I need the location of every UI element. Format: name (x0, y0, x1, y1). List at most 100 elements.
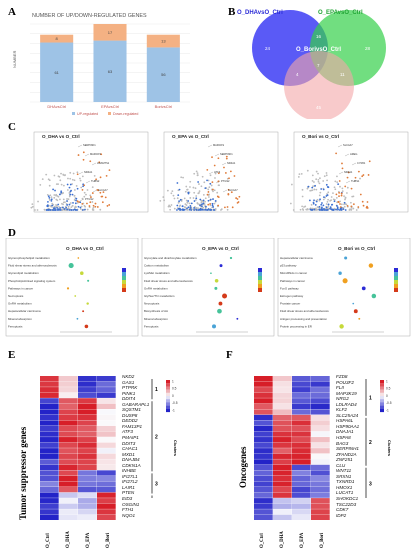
heatmap-cell (59, 398, 78, 404)
enrichment-term: Biosynthesis of AA (144, 309, 168, 313)
colorbar-step (166, 399, 170, 403)
volcano-point (91, 186, 94, 189)
volcano-point (73, 194, 76, 197)
heatmap-cell (254, 487, 273, 493)
enrichment-plot: O_EPA vs O_Ctrl Glyoxylate and dicarboxyl… (141, 238, 275, 337)
volcano-point-up (206, 168, 209, 171)
volcano-point (297, 176, 300, 178)
heatmap-cell (254, 387, 273, 393)
heatmap-cell (273, 398, 292, 404)
heatmap-cell (292, 425, 311, 432)
enrichment-dot (229, 256, 233, 260)
enrichment-term: Gly/Ser/Thr metabolism (144, 294, 175, 298)
volcano-point-down (211, 202, 214, 205)
enrichment-term: Prostate cancer (280, 302, 300, 306)
enrichment-term: Ferroptosis (144, 324, 159, 328)
volcano-point-down (79, 206, 82, 209)
colorbar-step (380, 405, 384, 409)
volcano-point-up (229, 170, 232, 173)
heatmap-cell (292, 448, 311, 454)
enrichment-term: Necroptosis (144, 302, 160, 306)
enrichment-colorbar (258, 268, 262, 272)
volcano-point-down (325, 195, 328, 197)
volcano-point (61, 202, 63, 205)
heatmap-cell (311, 503, 330, 509)
heatmap-cell (311, 403, 330, 409)
volcano-point-up (99, 191, 102, 194)
heatmap-cell (59, 503, 78, 509)
volcano-point-down (201, 208, 204, 211)
heatmap-f-col-label: O_DHA (280, 531, 285, 548)
heatmap-cell (292, 509, 311, 515)
venn-region-ab: 16 (316, 34, 322, 39)
volcano-point (183, 197, 186, 200)
cluster-label: 1 (369, 395, 372, 401)
volcano-point (184, 203, 187, 206)
clusters-title: Clusters (173, 440, 178, 457)
volcano-leader (92, 189, 98, 193)
volcano-point (315, 170, 318, 173)
colorbar-tick: 0.5 (386, 387, 391, 391)
volcano-point (317, 172, 319, 175)
heatmap-cell (97, 442, 116, 448)
heatmap-cell (59, 498, 78, 504)
volcano-point (91, 208, 94, 210)
heatmap-cell (97, 425, 116, 432)
enrichment-colorbar (258, 288, 262, 292)
enrichment-dot (210, 272, 212, 275)
volcano-point (196, 202, 199, 205)
enrichment-term: GnRH metabolism (144, 286, 168, 290)
volcano-point (194, 187, 197, 190)
volcano-point (31, 203, 34, 205)
heatmap-cell (40, 442, 59, 448)
volcano-point (300, 173, 303, 175)
heatmap-cell (59, 464, 78, 471)
volcano-point (75, 185, 78, 187)
volcano-point-up (359, 193, 362, 196)
heatmap-cell (97, 381, 116, 387)
volcano-point (189, 186, 191, 188)
volcano-point-down (74, 202, 77, 205)
heatmap-gene-label: MAP3K19 (336, 390, 357, 396)
heatmap-cell (59, 387, 78, 393)
volcano-point-up (226, 206, 229, 208)
volcano-point (159, 199, 162, 202)
heatmap-cell (78, 481, 97, 487)
volcano-point-down (46, 204, 49, 206)
heatmap-cell (78, 464, 97, 471)
volcano-point (341, 190, 344, 193)
enrichment-title: O_DHA vs O_Ctrl (66, 246, 104, 251)
volcano-point-down (204, 208, 207, 211)
volcano-point-down (313, 199, 315, 202)
volcano-point-down (212, 209, 215, 211)
volcano-point (315, 188, 318, 191)
heatmap-cell (311, 498, 330, 504)
heatmap-cell (40, 387, 59, 393)
volcano-point-down (178, 200, 181, 203)
heatmap-gene-label: HSP90AA1 (336, 423, 360, 429)
enrichment-frame (5, 238, 139, 337)
volcano-point (91, 201, 94, 203)
volcano-point-up (230, 191, 233, 194)
volcano-point-down (47, 209, 50, 211)
volcano-point-down (314, 204, 317, 206)
volcano-point-down (205, 205, 207, 208)
heatmap-gene-label: DUSP8 (122, 412, 138, 418)
volcano-point (169, 205, 172, 208)
heatmap-cell (97, 459, 116, 465)
volcano-point (80, 205, 83, 208)
volcano-point-down (189, 205, 192, 207)
volcano-point-down (197, 181, 200, 183)
volcano-point-down (206, 179, 208, 182)
heatmap-cell (78, 392, 97, 398)
volcano-point-down (68, 203, 71, 206)
heatmap-cell (311, 475, 330, 482)
volcano-point (192, 197, 195, 199)
heatmap-gene-label: POU3F2 (336, 379, 354, 385)
enrichment-colorbar (122, 276, 126, 280)
heatmap-cell (59, 442, 78, 448)
volcano-point-down (179, 208, 182, 211)
volcano-point-up (340, 194, 343, 197)
heatmap-cell (292, 381, 311, 387)
volcano-point (193, 191, 196, 194)
